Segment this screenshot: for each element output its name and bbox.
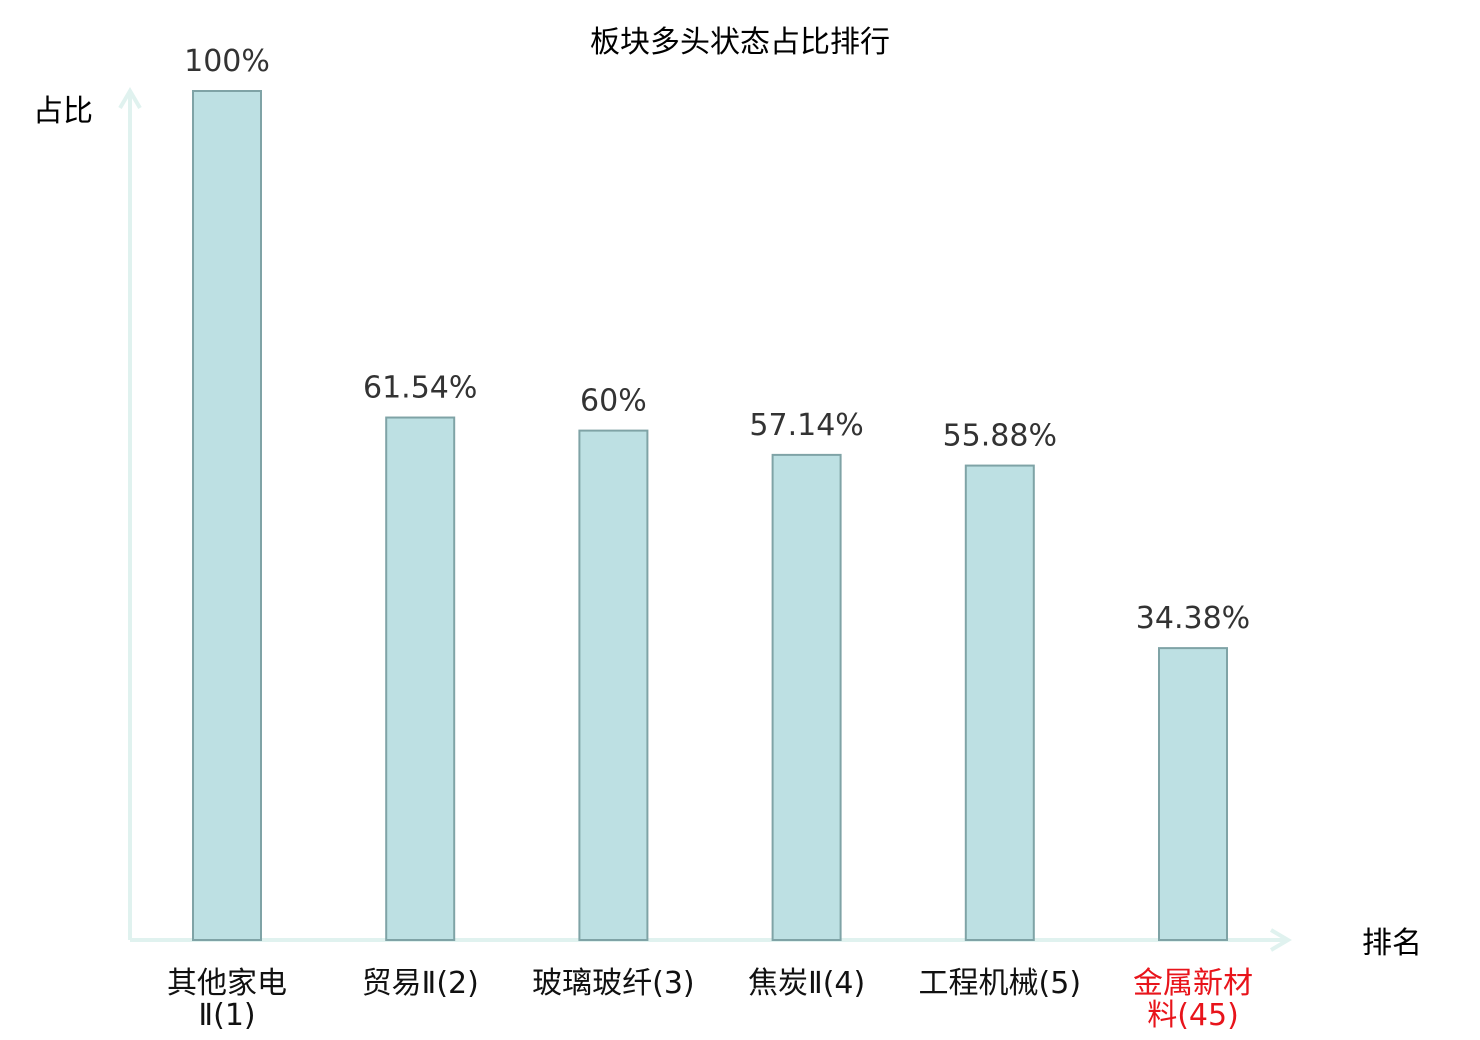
bar-6 bbox=[1158, 647, 1228, 941]
value-label-2: 61.54% bbox=[363, 371, 477, 406]
value-labels-group: 100% 61.54% 60% 57.14% 55.88% 34.38% bbox=[184, 44, 1250, 636]
bar-5 bbox=[964, 464, 1035, 941]
bar-3 bbox=[578, 429, 649, 941]
category-label-6-line-2: 料(45) bbox=[1147, 998, 1239, 1033]
chart-title: 板块多头状态占比排行 bbox=[590, 25, 890, 60]
category-label-1-line-2: Ⅱ(1) bbox=[198, 998, 255, 1033]
bar-4 bbox=[771, 453, 842, 941]
value-label-5: 55.88% bbox=[943, 419, 1057, 454]
category-label-6-line-1: 金属新材 bbox=[1133, 966, 1253, 1001]
y-axis-arrow-icon bbox=[118, 87, 142, 110]
value-label-4: 57.14% bbox=[749, 408, 863, 443]
category-label-2: 贸易Ⅱ(2) bbox=[362, 966, 479, 1001]
category-label-3: 玻璃玻纤(3) bbox=[532, 966, 695, 1001]
category-label-1-line-1: 其他家电 bbox=[167, 966, 287, 1001]
axes bbox=[118, 87, 1292, 952]
y-axis-label: 占比 bbox=[33, 94, 93, 129]
bar-2 bbox=[385, 416, 456, 941]
value-label-3: 60% bbox=[580, 384, 647, 419]
value-label-1: 100% bbox=[184, 44, 270, 79]
bar-1 bbox=[192, 90, 262, 941]
category-label-5: 工程机械(5) bbox=[919, 966, 1082, 1001]
category-label-4: 焦炭Ⅱ(4) bbox=[748, 966, 865, 1001]
bars-group bbox=[192, 90, 1228, 941]
x-axis-arrow-icon bbox=[1269, 928, 1292, 952]
value-label-6: 34.38% bbox=[1136, 601, 1250, 636]
x-axis-label: 排名 bbox=[1362, 926, 1422, 961]
